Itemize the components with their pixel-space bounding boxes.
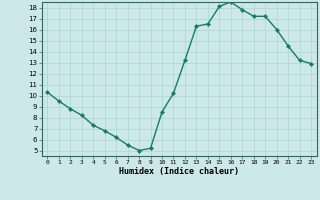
X-axis label: Humidex (Indice chaleur): Humidex (Indice chaleur) bbox=[119, 167, 239, 176]
